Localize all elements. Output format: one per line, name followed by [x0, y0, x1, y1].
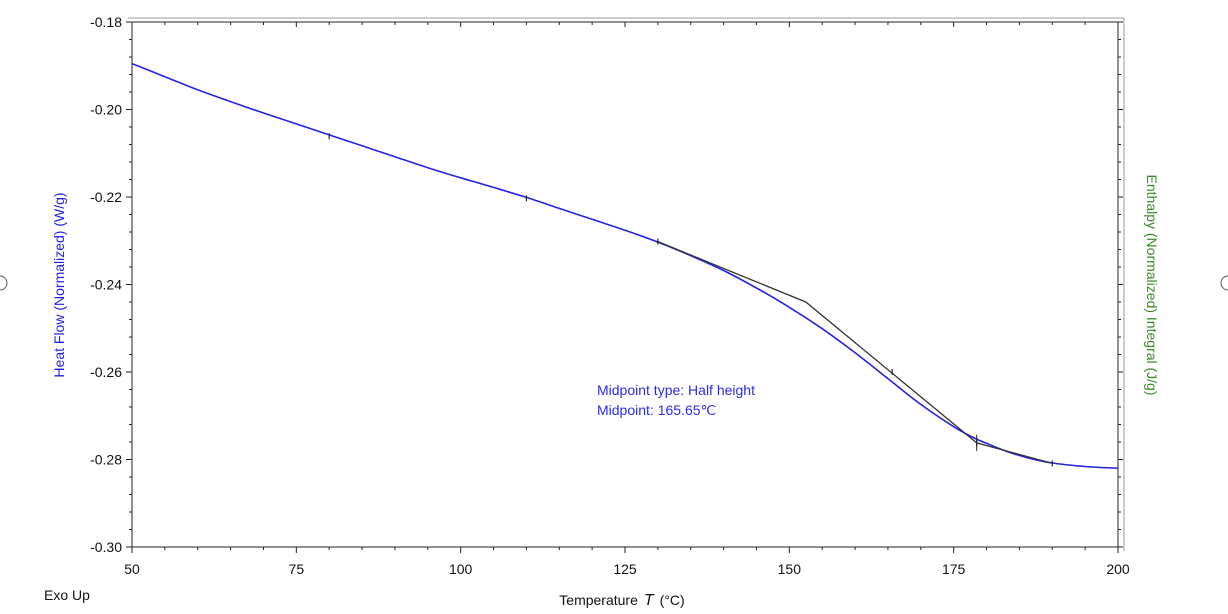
plot-frame — [131, 21, 1119, 548]
y-tick-label: -0.26 — [90, 364, 122, 380]
x-axis-title-text: Temperature — [559, 592, 638, 608]
x-tick-label: 100 — [449, 561, 473, 577]
x-tick-label: 75 — [289, 561, 305, 577]
x-axis-title-unit: (°C) — [660, 592, 685, 608]
right-resize-handle[interactable] — [1220, 275, 1228, 291]
x-tick-label: 150 — [778, 561, 802, 577]
exo-up-note: Exo Up — [44, 587, 90, 603]
y-tick-label: -0.28 — [90, 452, 122, 468]
midpoint-type-annotation: Midpoint type: Half height — [597, 382, 755, 398]
y-tick-label: -0.20 — [90, 102, 122, 118]
x-tick-label: 50 — [124, 561, 140, 577]
x-axis-title: Temperature T (°C) — [559, 592, 684, 609]
y-tick-label: -0.22 — [90, 189, 122, 205]
midpoint-value-annotation: Midpoint: 165.65℃ — [597, 402, 716, 418]
x-tick-label: 175 — [942, 561, 966, 577]
y2-axis-title: Enthalpy (Normalized) Integral (J/g) — [1144, 175, 1160, 396]
x-axis-title-symbol: T — [644, 592, 655, 609]
y-tick-label: -0.18 — [90, 14, 122, 30]
tangent-construction-line — [657, 240, 1053, 465]
y-tick-label: -0.24 — [90, 277, 122, 293]
x-tick-label: 125 — [613, 561, 637, 577]
left-resize-handle[interactable] — [0, 275, 8, 291]
y-tick-label: -0.30 — [90, 539, 122, 555]
x-tick-label: 200 — [1106, 561, 1130, 577]
y-axis-title: Heat Flow (Normalized) (W/g) — [51, 192, 67, 377]
